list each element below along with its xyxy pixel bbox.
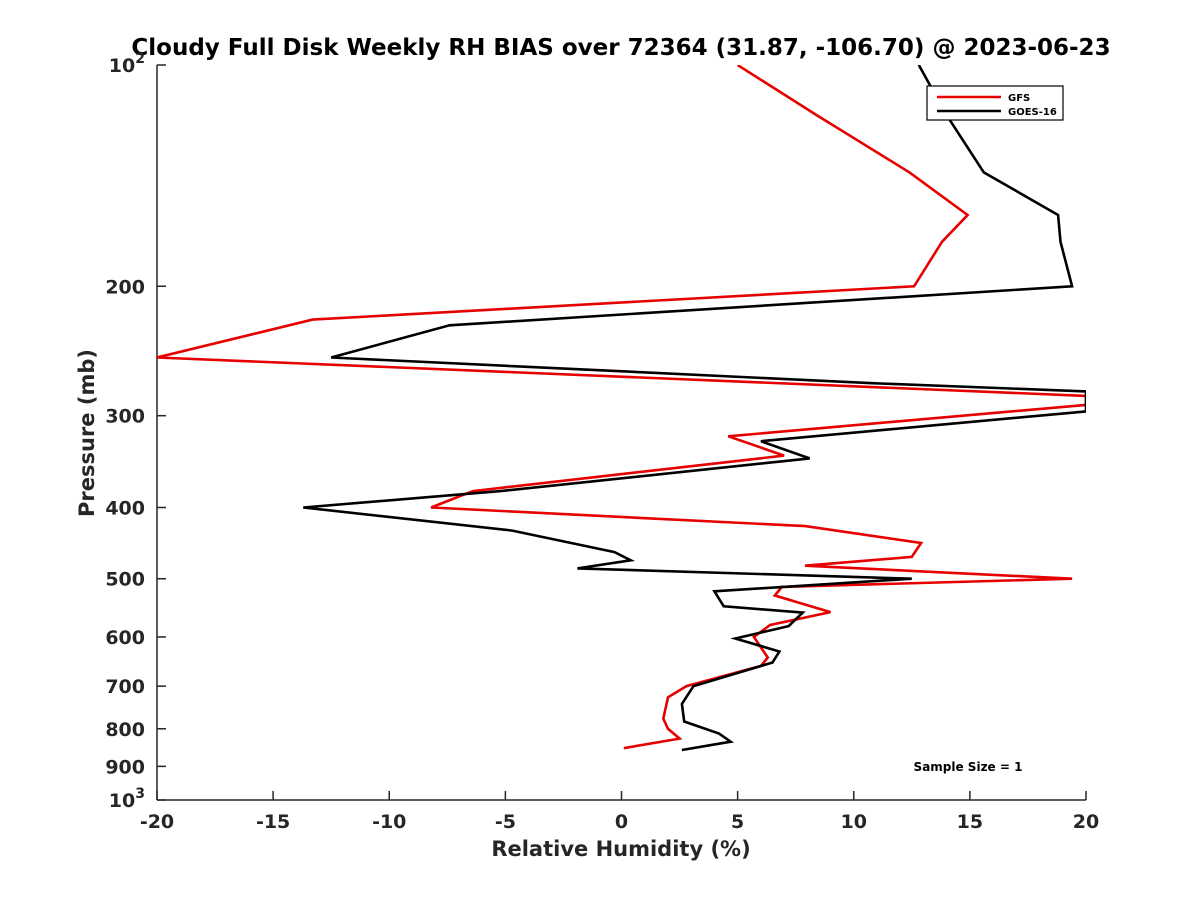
y-axis-title: Pressure (mb) (75, 349, 99, 517)
y-tick-label: 300 (105, 406, 145, 428)
y-limit-label-bottom: 103 (109, 786, 145, 812)
x-tick-label: 0 (615, 811, 628, 833)
x-tick-label: -5 (495, 811, 516, 833)
legend-label-gfs: GFS (1008, 93, 1030, 104)
x-tick-label: 20 (1073, 811, 1099, 833)
y-tick-label: 400 (105, 498, 145, 520)
x-axis: -20 -15 -10 -5 0 5 10 15 20 (140, 791, 1099, 833)
x-tick-label: 15 (957, 811, 983, 833)
series-line-gfs (157, 65, 1086, 750)
x-tick-label: -10 (372, 811, 406, 833)
legend-label-goes-16: GOES-16 (1008, 107, 1057, 118)
legend: GFS GOES-16 (926, 85, 1064, 121)
y-tick-label: 600 (105, 627, 145, 649)
series-layer (157, 65, 1086, 752)
sample-size-annotation: Sample Size = 1 (914, 760, 1023, 774)
x-tick-label: 10 (841, 811, 867, 833)
y-tick-label: 200 (105, 276, 145, 298)
y-tick-label: 800 (105, 719, 145, 741)
x-tick-label: -20 (140, 811, 174, 833)
y-tick-label: 700 (105, 676, 145, 698)
x-tick-label: -15 (256, 811, 290, 833)
y-axis: 200 300 400 500 600 700 800 900 102 103 (105, 51, 166, 812)
series-line-goes-16 (303, 65, 1086, 752)
x-tick-label: 5 (731, 811, 744, 833)
y-tick-label: 900 (105, 756, 145, 778)
x-axis-title: Relative Humidity (%) (491, 837, 750, 861)
legend-box (926, 85, 1064, 121)
y-limit-label-top: 102 (109, 51, 145, 77)
chart-title: Cloudy Full Disk Weekly RH BIAS over 723… (131, 35, 1110, 61)
y-tick-label: 500 (105, 569, 145, 591)
